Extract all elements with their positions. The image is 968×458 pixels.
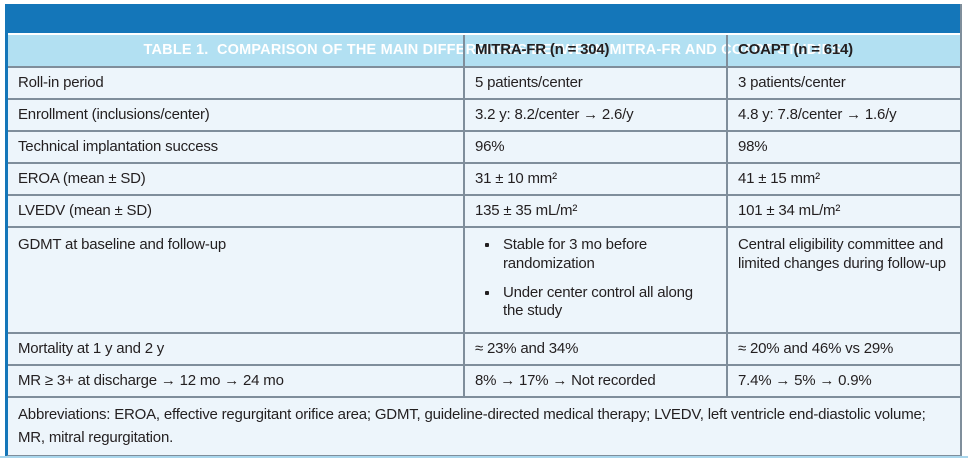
row-label: Mortality at 1 y and 2 y bbox=[18, 339, 165, 357]
table-row-technical-success: Technical implantation success 96% 98% bbox=[8, 130, 960, 162]
table-row-eroa: EROA (mean ± SD) 31 ± 10 mm² 41 ± 15 mm² bbox=[8, 162, 960, 194]
abbreviations-footnote: Abbreviations: EROA, effective regurgita… bbox=[18, 406, 926, 446]
column-header-empty bbox=[8, 35, 463, 66]
bullet-text: Under center control all along the study bbox=[503, 283, 693, 320]
table-row-enrollment: Enrollment (inclusions/center) 3.2 y: 8.… bbox=[8, 98, 960, 130]
coapt-value: Central eligibility committee and limite… bbox=[726, 228, 960, 332]
coapt-value: 3 patients/center bbox=[726, 68, 960, 98]
row-label: Technical implantation success bbox=[18, 137, 218, 155]
row-label: GDMT at baseline and follow-up bbox=[18, 236, 226, 253]
mitra-fr-value: 5 patients/center bbox=[463, 68, 726, 98]
mitra-fr-value: 135 ± 35 mL/m² bbox=[463, 196, 726, 226]
row-label: LVEDV (mean ± SD) bbox=[18, 201, 152, 219]
mitra-fr-value: 3.2 y: 8.2/center → 2.6/y bbox=[463, 100, 726, 130]
gdmt-bullet-list: Stable for 3 mo before randomization Und… bbox=[475, 236, 716, 321]
coapt-value: 41 ± 15 mm² bbox=[726, 164, 960, 194]
mitra-fr-value: 8% → 17% → Not recorded bbox=[463, 366, 726, 396]
coapt-value: 101 ± 34 mL/m² bbox=[726, 196, 960, 226]
row-label: MR ≥ 3+ at discharge → 12 mo → 24 mo bbox=[18, 371, 284, 389]
table-row-mortality: Mortality at 1 y and 2 y ≈ 23% and 34% ≈… bbox=[8, 332, 960, 364]
column-header-row: MITRA-FR (n = 304) COAPT (n = 614) bbox=[8, 35, 960, 66]
coapt-value: 7.4% → 5% → 0.9% bbox=[726, 366, 960, 396]
table-title: TABLE 1. COMPARISON OF THE MAIN DIFFEREN… bbox=[143, 42, 842, 58]
mitra-fr-value: 31 ± 10 mm² bbox=[463, 164, 726, 194]
column-header-mitra-fr: MITRA-FR (n = 304) bbox=[463, 35, 726, 66]
table-row-mr-discharge: MR ≥ 3+ at discharge → 12 mo → 24 mo 8% … bbox=[8, 364, 960, 396]
coapt-value: ≈ 20% and 46% vs 29% bbox=[726, 334, 960, 364]
table-row-roll-in: Roll-in period 5 patients/center 3 patie… bbox=[8, 66, 960, 98]
bullet-icon bbox=[485, 243, 489, 247]
bullet-item: Under center control all along the study bbox=[475, 284, 716, 322]
bullet-item: Stable for 3 mo before randomization bbox=[475, 236, 716, 274]
mitra-fr-value: ≈ 23% and 34% bbox=[463, 334, 726, 364]
coapt-value: 98% bbox=[726, 132, 960, 162]
table-title-bar: TABLE 1. COMPARISON OF THE MAIN DIFFEREN… bbox=[8, 4, 960, 58]
row-label: Roll-in period bbox=[18, 73, 104, 91]
mitra-fr-value: Stable for 3 mo before randomization Und… bbox=[463, 228, 726, 332]
column-header-coapt: COAPT (n = 614) bbox=[726, 35, 960, 66]
page-bottom-rule bbox=[0, 456, 968, 458]
comparison-table: TABLE 1. COMPARISON OF THE MAIN DIFFEREN… bbox=[5, 4, 962, 457]
bullet-icon bbox=[485, 290, 489, 295]
mitra-fr-value: 96% bbox=[463, 132, 726, 162]
table-footnote-row: Abbreviations: EROA, effective regurgita… bbox=[8, 396, 960, 455]
row-label: Enrollment (inclusions/center) bbox=[18, 105, 210, 123]
row-label: EROA (mean ± SD) bbox=[18, 169, 146, 187]
table-row-gdmt: GDMT at baseline and follow-up Stable fo… bbox=[8, 226, 960, 332]
coapt-value: 4.8 y: 7.8/center → 1.6/y bbox=[726, 100, 960, 130]
table-row-lvedv: LVEDV (mean ± SD) 135 ± 35 mL/m² 101 ± 3… bbox=[8, 194, 960, 226]
bullet-text: Stable for 3 mo before randomization bbox=[503, 236, 648, 272]
